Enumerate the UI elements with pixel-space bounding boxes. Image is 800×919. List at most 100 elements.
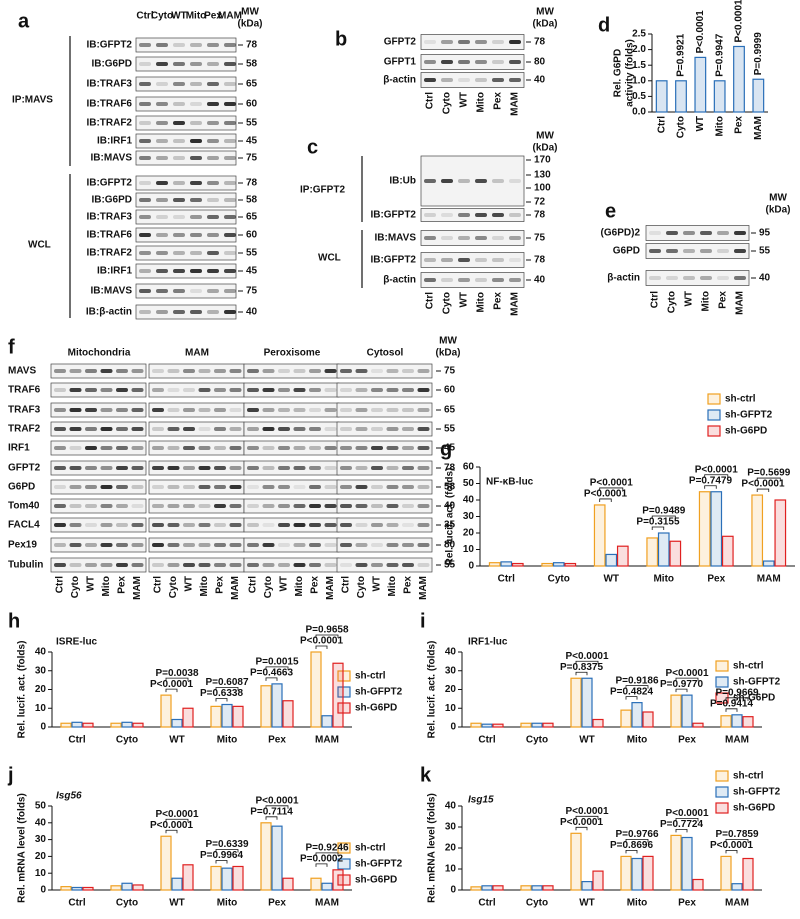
band — [190, 139, 202, 143]
p-value: P=0.7724 — [660, 819, 704, 830]
chart-title: ISRE-luc — [56, 637, 98, 648]
band — [278, 466, 290, 470]
band — [509, 40, 521, 44]
blot — [336, 537, 433, 553]
bar — [110, 722, 122, 728]
significance-bracket — [756, 488, 770, 493]
band — [492, 179, 504, 183]
band — [190, 233, 202, 237]
y-tick-label: 0.5 — [632, 91, 646, 102]
band — [100, 543, 113, 547]
band — [492, 278, 504, 282]
panel-letter: k — [420, 764, 432, 786]
band — [224, 310, 236, 314]
p-value: P=0.3155 — [636, 517, 680, 528]
blot — [336, 402, 433, 418]
bar — [481, 723, 493, 728]
bar — [282, 700, 294, 728]
bar — [581, 880, 593, 891]
band — [214, 485, 226, 489]
mw-header: (kDa) — [237, 19, 262, 30]
bar — [60, 722, 72, 728]
band — [229, 446, 242, 450]
band — [386, 523, 399, 527]
legend-swatch — [337, 858, 351, 870]
band — [247, 485, 259, 489]
band — [278, 446, 290, 450]
band — [309, 466, 321, 470]
band — [386, 543, 399, 547]
p-value: P=0.0015 — [255, 657, 299, 668]
bar — [160, 835, 172, 891]
band — [441, 258, 453, 262]
row-label: IB:GFPT2 — [370, 210, 416, 221]
mw-label: 75 — [534, 233, 546, 244]
y-axis-label: Rel. mRNA level (folds) — [17, 793, 28, 903]
band — [152, 369, 164, 373]
band — [190, 82, 202, 86]
band — [156, 139, 168, 143]
mw-label: 78 — [246, 40, 258, 51]
band — [85, 427, 97, 431]
row-label: G6PD — [8, 482, 35, 493]
p-value: P=0.0038 — [155, 668, 199, 679]
band — [386, 563, 399, 567]
blot — [50, 382, 147, 398]
band — [278, 563, 290, 567]
group-label: Mitochondria — [68, 348, 131, 359]
lane-label: MAM — [132, 576, 143, 600]
mw-label: 60 — [246, 230, 258, 241]
band — [441, 236, 453, 240]
band — [139, 43, 151, 47]
band — [700, 249, 712, 253]
band — [198, 446, 211, 450]
band — [69, 563, 82, 567]
band — [131, 485, 144, 489]
bar — [481, 885, 493, 891]
band — [139, 269, 151, 273]
bar — [60, 886, 72, 891]
band — [85, 563, 97, 567]
legend-label: sh-G6PD — [355, 875, 397, 886]
panel-letter: e — [605, 200, 616, 222]
lane-label: WT — [184, 576, 195, 592]
band — [324, 446, 337, 450]
band — [173, 82, 185, 86]
mw-label: 40 — [246, 307, 258, 318]
p-value: P<0.0001 — [565, 806, 609, 817]
blot — [420, 54, 525, 70]
blot — [645, 270, 750, 286]
band — [167, 388, 180, 392]
mw-label: 58 — [246, 195, 258, 206]
band — [100, 446, 113, 450]
bar — [681, 836, 693, 891]
mw-label: 80 — [534, 57, 546, 68]
blot — [420, 34, 525, 50]
band — [247, 523, 259, 527]
band — [116, 485, 128, 489]
band — [717, 249, 729, 253]
bar — [731, 714, 743, 728]
band — [293, 563, 306, 567]
band — [69, 446, 82, 450]
legend-label: sh-G6PD — [733, 803, 775, 814]
p-value: P=0.4824 — [610, 686, 654, 697]
band — [173, 233, 185, 237]
bar — [520, 885, 532, 891]
mw-label: 58 — [444, 482, 456, 493]
y-tick-label: 40 — [35, 817, 47, 828]
band — [371, 369, 383, 373]
band — [229, 485, 242, 489]
blot — [420, 252, 525, 268]
band — [167, 504, 180, 508]
band — [116, 543, 128, 547]
band — [54, 446, 66, 450]
significance-bracket — [675, 688, 688, 693]
lane-label: Mito — [476, 92, 487, 113]
bar — [642, 855, 654, 891]
band — [139, 62, 151, 66]
band — [116, 446, 128, 450]
group-label: IP:GFPT2 — [300, 185, 345, 196]
y-axis-label: Rel. G6PD — [613, 49, 624, 97]
band — [424, 78, 436, 82]
